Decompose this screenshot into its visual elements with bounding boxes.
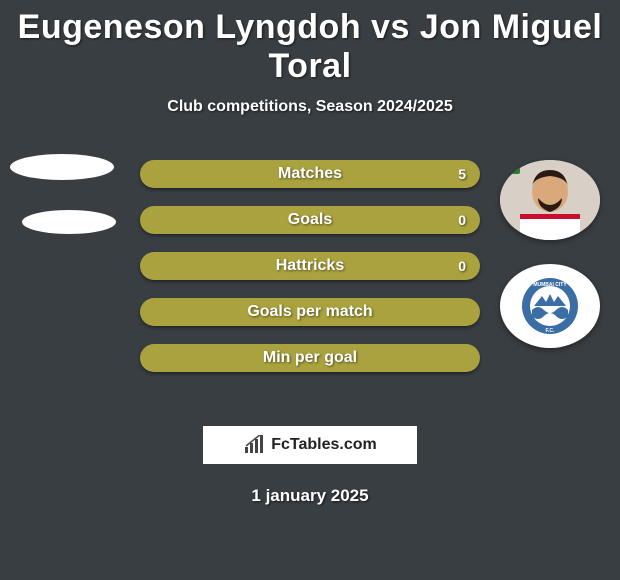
stat-bar-label: Matches (278, 165, 342, 183)
stat-bar-value: 5 (458, 166, 466, 182)
date-line: 1 january 2025 (0, 486, 620, 506)
stat-bar-value: 0 (458, 212, 466, 228)
stat-bar-goals: Goals 0 (140, 206, 480, 234)
right-avatars: 57 MUMBAI CITY F.C. (490, 160, 610, 348)
watermark: FcTables.com (203, 426, 417, 464)
club-crest: MUMBAI CITY F.C. (500, 264, 600, 348)
player-avatar: 57 (500, 160, 600, 240)
stat-bar-matches: Matches 5 (140, 160, 480, 188)
stat-bar-goals-per-match: Goals per match (140, 298, 480, 326)
placeholder-avatar-1 (10, 154, 114, 180)
stat-bar-label: Goals (288, 211, 332, 229)
placeholder-avatar-2 (22, 210, 116, 234)
page-title: Eugeneson Lyngdoh vs Jon Miguel Toral (0, 0, 620, 86)
stat-bar-value: 0 (458, 258, 466, 274)
stat-bar-min-per-goal: Min per goal (140, 344, 480, 372)
watermark-text: FcTables.com (271, 436, 377, 454)
stat-bar-label: Goals per match (247, 303, 372, 321)
subtitle: Club competitions, Season 2024/2025 (0, 98, 620, 116)
left-placeholder-avatars (10, 148, 120, 234)
stat-bar-hattricks: Hattricks 0 (140, 252, 480, 280)
svg-text:F.C.: F.C. (546, 328, 556, 334)
chart-icon (243, 435, 265, 455)
player-avatar-svg: 57 (500, 160, 600, 240)
stat-bar-label: Min per goal (263, 349, 357, 367)
svg-text:MUMBAI CITY: MUMBAI CITY (533, 282, 567, 288)
stats-bars: Matches 5 Goals 0 Hattricks 0 Goals per match M… (140, 160, 480, 372)
stat-bar-label: Hattricks (276, 257, 344, 275)
svg-text:57: 57 (507, 164, 516, 173)
comparison-area: Matches 5 Goals 0 Hattricks 0 Goals per match M… (0, 148, 620, 408)
club-crest-svg: MUMBAI CITY F.C. (520, 276, 580, 336)
